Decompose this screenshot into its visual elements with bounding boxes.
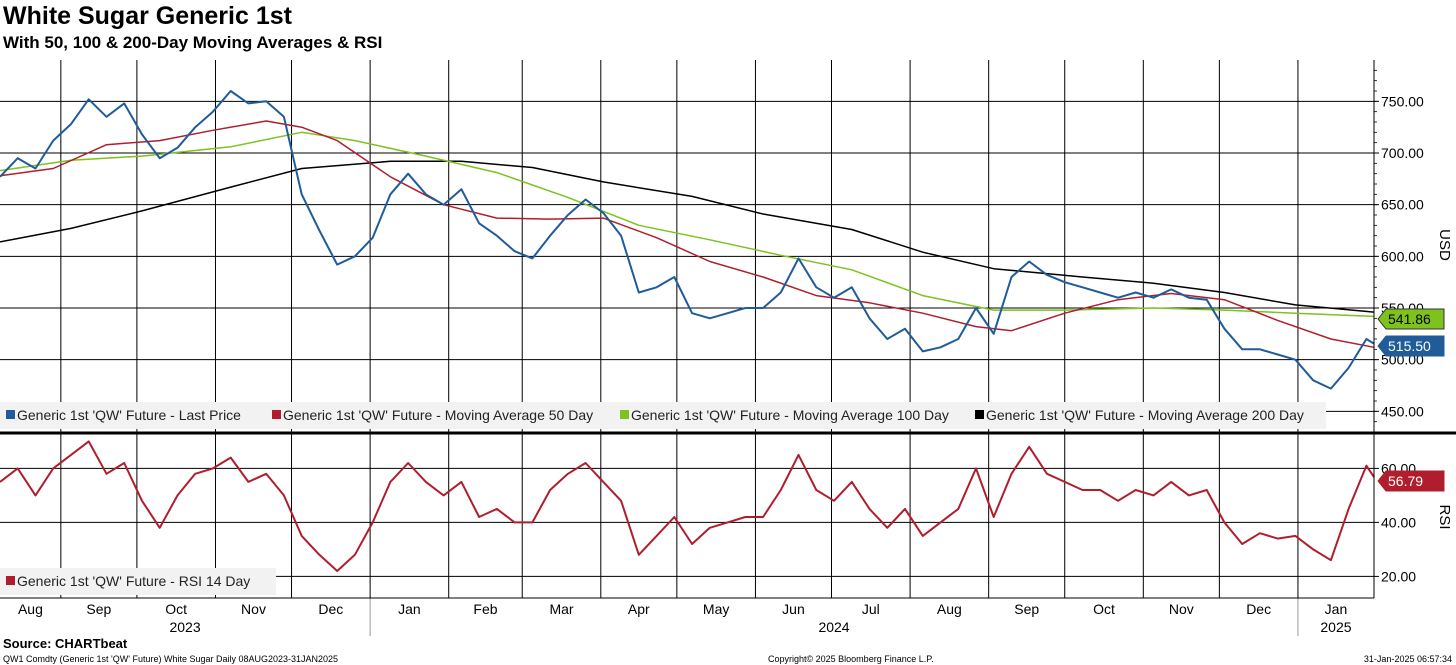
- legend-swatch: [975, 410, 984, 419]
- x-tick-month: Aug: [18, 601, 43, 617]
- x-tick-month: Feb: [473, 601, 497, 617]
- x-tick-month: May: [703, 601, 729, 617]
- last-value-text: 56.79: [1388, 473, 1423, 489]
- x-tick-month: Nov: [241, 601, 266, 617]
- last-value-text: 515.50: [1388, 338, 1431, 354]
- last-value-tag: [1377, 335, 1445, 357]
- rsi-panel-series: [0, 440, 1375, 572]
- x-tick-year: 2025: [1320, 619, 1351, 635]
- last-value-text: 541.86: [1388, 311, 1431, 327]
- footer-copyright: Copyright© 2025 Bloomberg Finance L.P.: [768, 654, 934, 664]
- legend-swatch: [6, 410, 15, 419]
- x-tick-month: Jan: [1325, 601, 1348, 617]
- ma200-line: [0, 160, 1375, 313]
- legend-swatch: [620, 410, 629, 419]
- last-value-tag: [1377, 470, 1445, 492]
- legend-entry: Generic 1st 'QW' Future - RSI 14 Day: [17, 573, 250, 589]
- vertical-grid: [60, 60, 1299, 598]
- x-tick-month: Sep: [86, 601, 111, 617]
- y-tick-label: 450.00: [1381, 403, 1424, 419]
- legend-entry: Generic 1st 'QW' Future - Moving Average…: [283, 407, 593, 423]
- legend-entry: Generic 1st 'QW' Future - Last Price: [17, 407, 241, 423]
- footer-source: Source: CHARTbeat: [3, 636, 128, 651]
- y-tick-label: 40.00: [1381, 514, 1416, 530]
- price-panel-series: [0, 90, 1375, 390]
- x-tick-month: Oct: [1093, 601, 1115, 617]
- legend-swatch: [6, 576, 15, 585]
- last-value-tag: [1377, 308, 1445, 330]
- y-tick-label: 600.00: [1381, 248, 1424, 264]
- x-tick-month: Nov: [1169, 601, 1194, 617]
- legend-entry: Generic 1st 'QW' Future - Moving Average…: [631, 407, 949, 423]
- x-tick-month: Mar: [549, 601, 573, 617]
- rsi-line: [0, 440, 1375, 572]
- x-tick-month: Jun: [782, 601, 805, 617]
- legend-entry: Generic 1st 'QW' Future - Moving Average…: [986, 407, 1304, 423]
- ma100-line: [0, 131, 1375, 318]
- y-tick-label: 650.00: [1381, 197, 1424, 213]
- x-tick-year: 2024: [818, 619, 849, 635]
- price-legend-box: [0, 402, 1326, 429]
- chart-legends: Generic 1st 'QW' Future - Last Price Gene…: [0, 402, 1326, 595]
- x-tick-labels: Aug Sep Oct Nov Dec Jan Feb Mar Apr May Jun Jul Aug S…: [18, 601, 1352, 635]
- rsi-legend-box: [0, 568, 276, 595]
- chart-title: White Sugar Generic 1st: [3, 2, 292, 30]
- chart-axes: USD RSI: [0, 60, 1456, 636]
- x-tick-month: Dec: [318, 601, 343, 617]
- y-tick-label: 20.00: [1381, 568, 1416, 584]
- y-axis-label-rsi: RSI: [1436, 504, 1453, 529]
- x-tick-month: Oct: [165, 601, 187, 617]
- x-tick-year: 2023: [169, 619, 200, 635]
- x-tick-month: Sep: [1014, 601, 1039, 617]
- x-tick-month: Jul: [862, 601, 880, 617]
- x-tick-month: Aug: [937, 601, 962, 617]
- x-tick-month: Jan: [398, 601, 421, 617]
- x-tick-month: Apr: [628, 601, 650, 617]
- chart-subtitle: With 50, 100 & 200-Day Moving Averages &…: [3, 33, 383, 52]
- footer-timestamp: 31-Jan-2025 06:57:34: [1363, 654, 1452, 664]
- last-value-labels: 541.86 515.50 56.79: [1377, 308, 1445, 492]
- x-tick-month: Dec: [1246, 601, 1271, 617]
- horizontal-grid: [0, 100, 1374, 577]
- footer-description: QW1 Comdty (Generic 1st 'QW' Future) Whi…: [3, 654, 339, 664]
- y-tick-label: 750.00: [1381, 93, 1424, 109]
- price-line: [0, 90, 1375, 390]
- ma50-line: [0, 120, 1375, 349]
- y-tick-label: 700.00: [1381, 145, 1424, 161]
- y-axis-label-usd: USD: [1436, 229, 1453, 261]
- legend-swatch: [272, 410, 281, 419]
